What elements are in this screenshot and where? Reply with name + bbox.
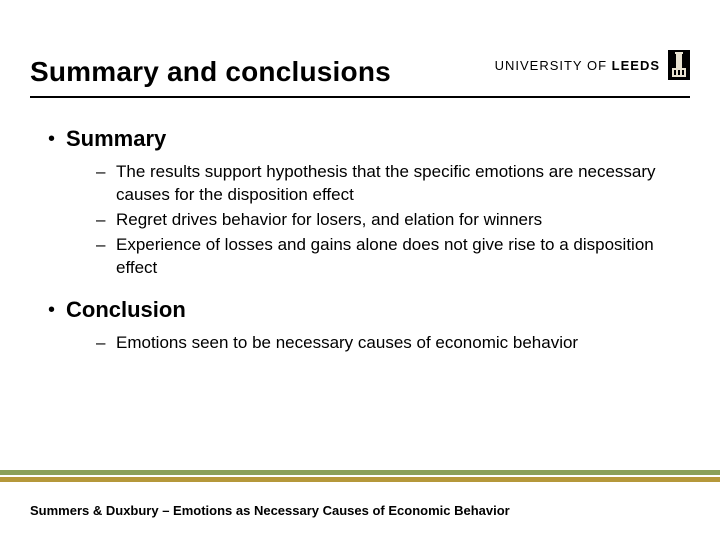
- slide-content: • Summary – The results support hypothes…: [0, 98, 720, 354]
- section-label: Summary: [66, 126, 166, 152]
- dash-icon: –: [96, 208, 116, 231]
- logo-text-prefix: UNIVERSITY OF: [495, 58, 612, 73]
- section-heading: • Conclusion: [48, 297, 672, 323]
- logo-text: UNIVERSITY OF LEEDS: [495, 58, 660, 73]
- list-item: – Experience of losses and gains alone d…: [96, 233, 672, 279]
- leeds-tower-icon: [668, 50, 690, 80]
- footer-bands: [0, 470, 720, 484]
- section-sublist: – Emotions seen to be necessary causes o…: [48, 331, 672, 354]
- list-item-text: Regret drives behavior for losers, and e…: [116, 208, 542, 231]
- list-item-text: Experience of losses and gains alone doe…: [116, 233, 672, 279]
- section-sublist: – The results support hypothesis that th…: [48, 160, 672, 279]
- bullet-icon: •: [48, 297, 66, 323]
- footer-text: Summers & Duxbury – Emotions as Necessar…: [30, 503, 510, 518]
- dash-icon: –: [96, 331, 116, 354]
- list-item-text: Emotions seen to be necessary causes of …: [116, 331, 578, 354]
- slide: Summary and conclusions UNIVERSITY OF LE…: [0, 0, 720, 540]
- footer-band-2: [0, 477, 720, 482]
- list-item: – The results support hypothesis that th…: [96, 160, 672, 206]
- university-logo: UNIVERSITY OF LEEDS: [495, 50, 690, 80]
- list-item: – Regret drives behavior for losers, and…: [96, 208, 672, 231]
- list-item-text: The results support hypothesis that the …: [116, 160, 672, 206]
- dash-icon: –: [96, 160, 116, 183]
- slide-header: Summary and conclusions UNIVERSITY OF LE…: [0, 0, 720, 88]
- section-label: Conclusion: [66, 297, 186, 323]
- section-heading: • Summary: [48, 126, 672, 152]
- footer-band-1: [0, 470, 720, 475]
- list-item: – Emotions seen to be necessary causes o…: [96, 331, 672, 354]
- bullet-icon: •: [48, 126, 66, 152]
- logo-text-bold: LEEDS: [612, 58, 660, 73]
- dash-icon: –: [96, 233, 116, 256]
